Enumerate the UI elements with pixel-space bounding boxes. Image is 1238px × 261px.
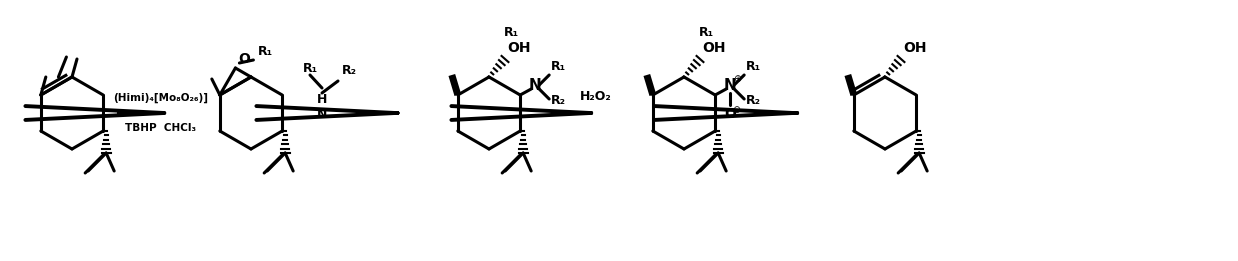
Text: R₁: R₁ [698,26,713,39]
Text: OH: OH [508,41,531,55]
Text: (Himi)₄[Mo₈O₂₆)]: (Himi)₄[Mo₈O₂₆)] [114,93,208,103]
Text: ⊕: ⊕ [733,74,742,84]
Text: R₁: R₁ [258,45,272,58]
Text: R₁: R₁ [302,62,318,75]
Text: O: O [724,107,737,121]
Text: OH: OH [903,41,926,55]
Text: R₂: R₂ [551,94,566,108]
Text: R₂: R₂ [747,94,761,108]
Text: R₁: R₁ [504,26,519,39]
Text: H
N: H N [317,93,327,121]
Text: H₂O₂: H₂O₂ [581,90,612,103]
Text: R₁: R₁ [551,60,566,73]
Text: ⊖: ⊖ [732,105,740,115]
Text: N: N [724,78,737,92]
Text: TBHP  CHCl₃: TBHP CHCl₃ [125,123,197,133]
Text: R₁: R₁ [747,60,761,73]
Text: N: N [529,78,541,92]
Text: O: O [239,52,250,66]
Text: OH: OH [702,41,725,55]
Text: R₂: R₂ [342,64,357,77]
